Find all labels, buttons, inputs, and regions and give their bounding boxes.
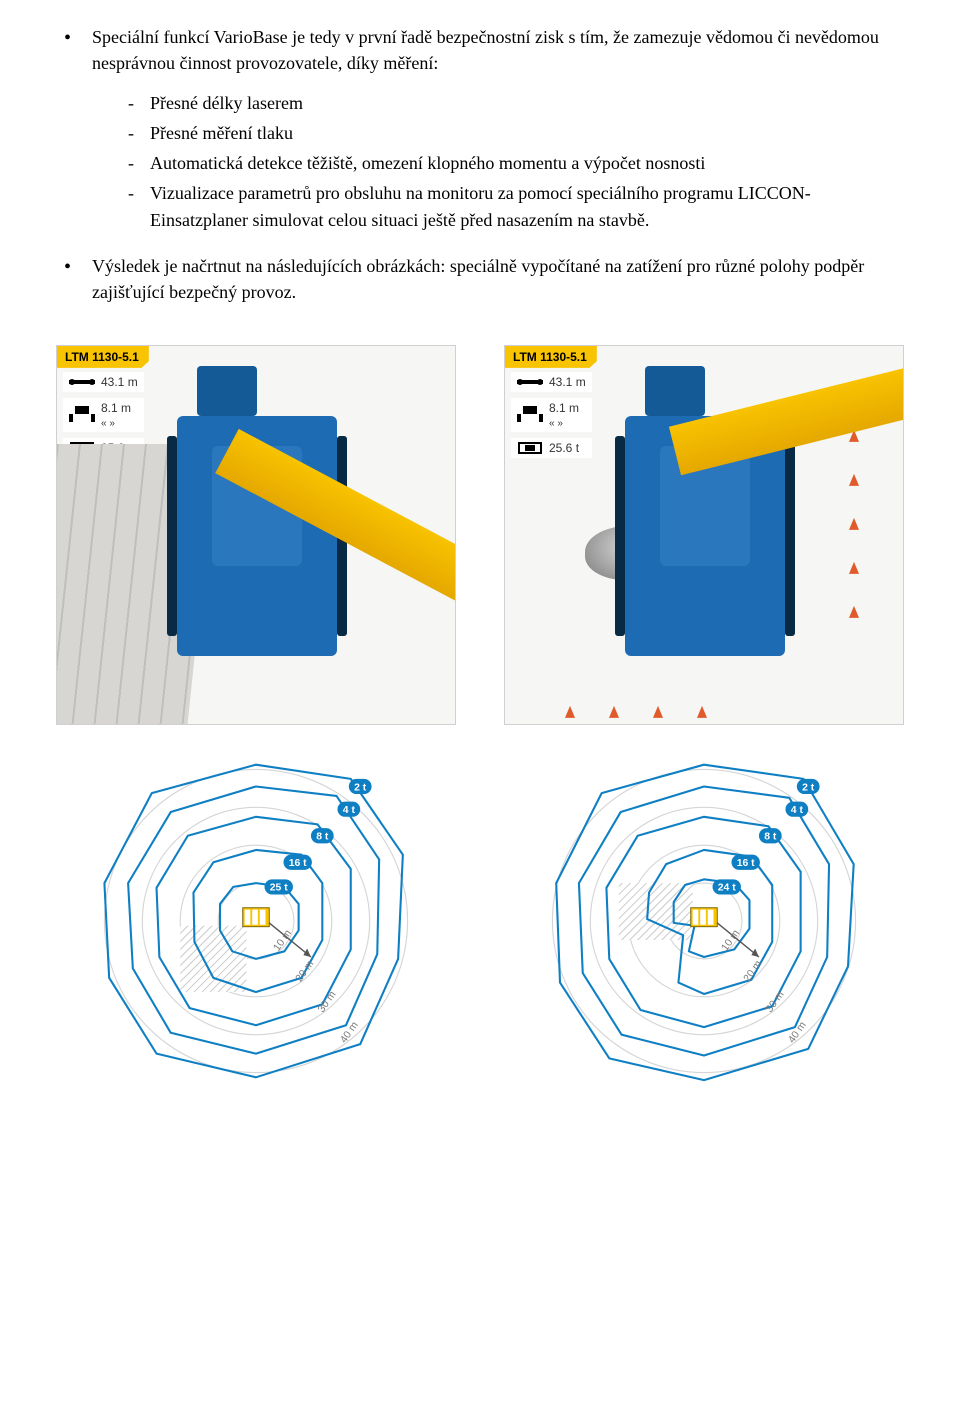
dash-liccon: Vizualizace parametrů pro obsluhu na mon… (128, 180, 904, 232)
figure-row: LTM 1130-5.1 43.1 m 8.1 m « » 25.6 t (56, 345, 904, 1101)
svg-text:8 t: 8 t (764, 831, 777, 842)
crane-photo-right: LTM 1130-5.1 43.1 m 8.1 m « » 25.6 t (504, 345, 904, 725)
spec-boom-val: 43.1 m (549, 375, 586, 389)
outrigger-icon (517, 406, 543, 424)
crane-photo-left: LTM 1130-5.1 43.1 m 8.1 m « » 25.6 t (56, 345, 456, 725)
counterweight-icon (517, 441, 543, 455)
load-diagram-right: 2 t4 t8 t16 t24 t 10 m20 m30 m40 m (504, 741, 904, 1101)
figure-column-left: LTM 1130-5.1 43.1 m 8.1 m « » 25.6 t (56, 345, 456, 1101)
load-diagram-left: 2 t4 t8 t16 t25 t 10 m20 m30 m40 m (56, 741, 456, 1101)
svg-text:40 m: 40 m (339, 1020, 361, 1045)
svg-text:2 t: 2 t (354, 782, 367, 793)
spec-outrigger-val: 8.1 m (549, 401, 579, 415)
bullet1-text: Speciální funkcí VarioBase je tedy v prv… (92, 27, 879, 73)
spec-outrigger-sub: « » (101, 418, 115, 429)
spec-boom-val: 43.1 m (101, 375, 138, 389)
dash-cog: Automatická detekce těžiště, omezení klo… (128, 150, 904, 176)
svg-text:2 t: 2 t (802, 782, 815, 793)
dash-laser: Přesné délky laserem (128, 90, 904, 116)
dash-pressure: Přesné měření tlaku (128, 120, 904, 146)
model-badge: LTM 1130-5.1 (57, 346, 149, 368)
bullet2-text: Výsledek je načrtnut na následujících ob… (92, 256, 864, 302)
cone-icon (849, 606, 859, 618)
cone-icon (653, 706, 663, 718)
figure-column-right: LTM 1130-5.1 43.1 m 8.1 m « » 25.6 t (504, 345, 904, 1101)
spec-outrigger-val: 8.1 m (101, 401, 131, 415)
svg-text:16 t: 16 t (289, 858, 307, 869)
boom-icon (517, 376, 543, 388)
spec-list: 43.1 m 8.1 m « » 25.6 t (511, 372, 592, 458)
cone-icon (609, 706, 619, 718)
boom-icon (69, 376, 95, 388)
spec-counterweight-val: 25.6 t (549, 441, 579, 455)
crane-cab (645, 366, 705, 416)
svg-text:8 t: 8 t (316, 831, 329, 842)
cone-icon (849, 562, 859, 574)
model-badge: LTM 1130-5.1 (505, 346, 597, 368)
spec-counterweight: 25.6 t (511, 438, 592, 458)
svg-text:25 t: 25 t (270, 883, 288, 894)
crane-cab (197, 366, 257, 416)
spec-outrigger: 8.1 m « » (63, 398, 144, 432)
spec-boom: 43.1 m (511, 372, 592, 392)
spec-outrigger-sub: « » (549, 418, 563, 429)
cone-icon (565, 706, 575, 718)
cones-horizontal (565, 706, 707, 718)
outrigger-icon (69, 406, 95, 424)
svg-text:4 t: 4 t (343, 805, 356, 816)
svg-text:16 t: 16 t (737, 858, 755, 869)
cone-icon (849, 518, 859, 530)
bullet-result: Výsledek je načrtnut na následujících ob… (56, 253, 904, 305)
spec-boom: 43.1 m (63, 372, 144, 392)
bullet-variobase: Speciální funkcí VarioBase je tedy v prv… (56, 24, 904, 233)
svg-text:24 t: 24 t (718, 883, 736, 894)
cone-icon (849, 474, 859, 486)
cone-icon (697, 706, 707, 718)
svg-text:40 m: 40 m (787, 1020, 809, 1045)
svg-text:4 t: 4 t (791, 805, 804, 816)
spec-outrigger: 8.1 m « » (511, 398, 592, 432)
